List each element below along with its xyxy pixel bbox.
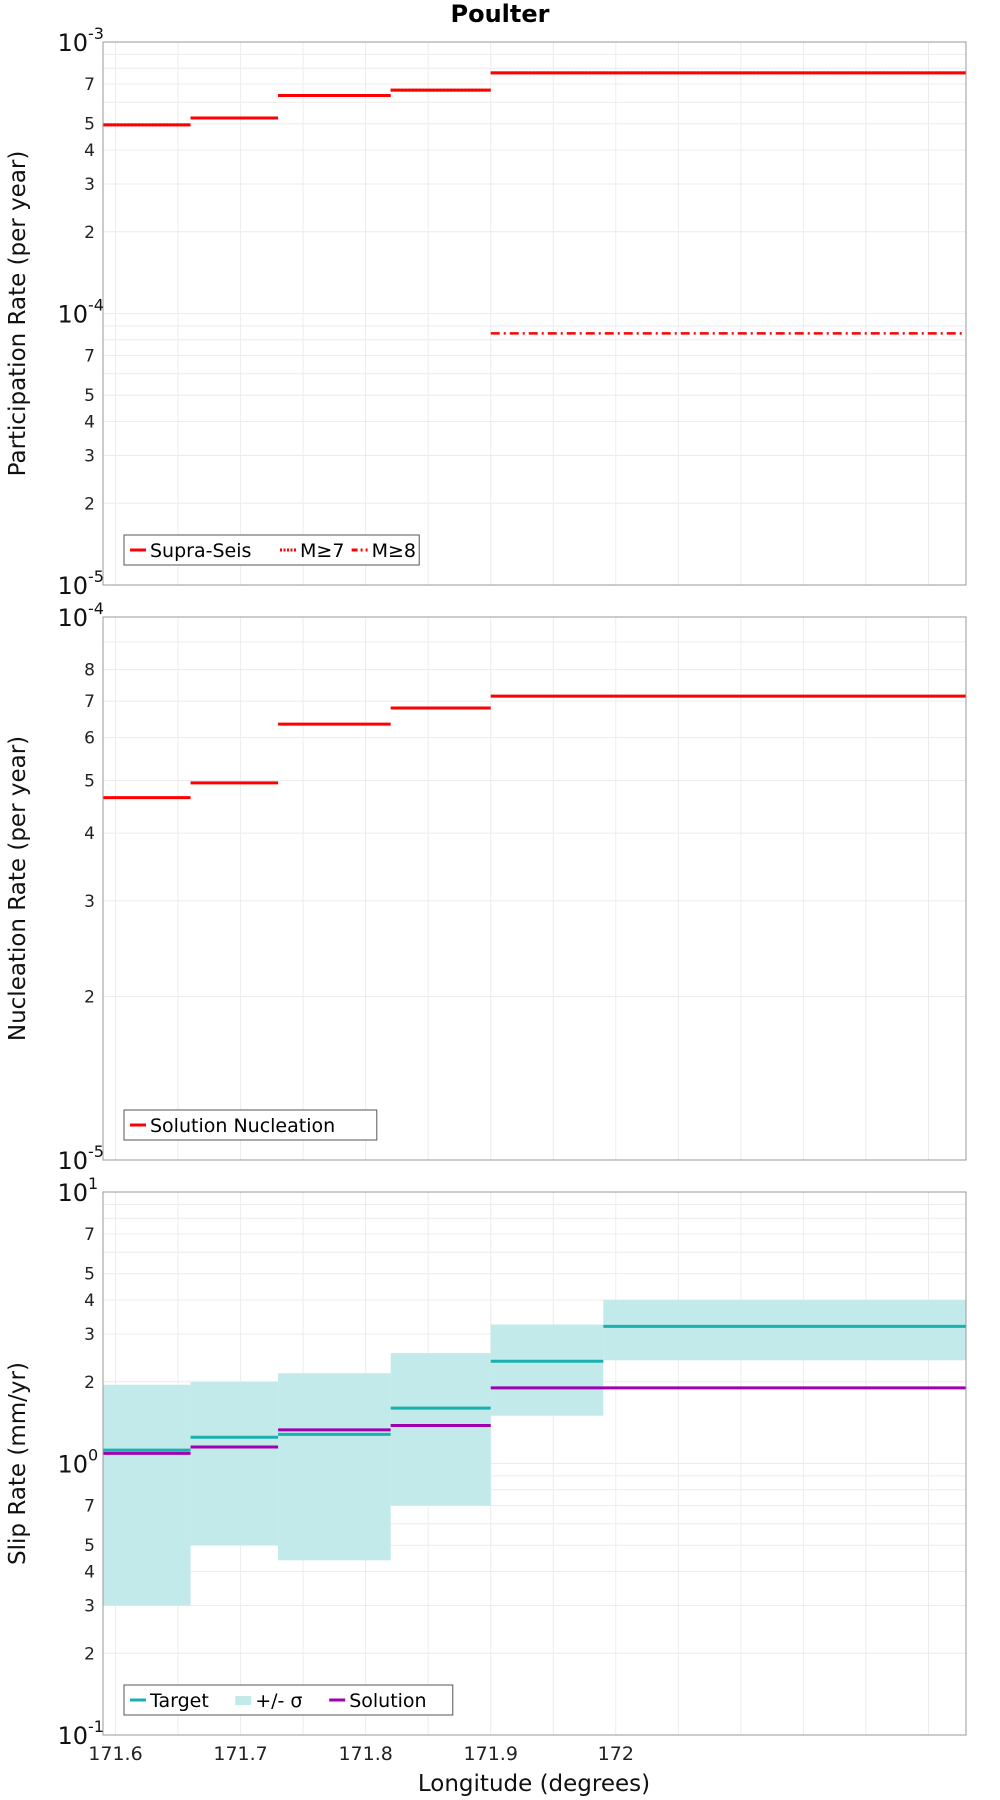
y-tick-label: 2 bbox=[84, 494, 95, 514]
sigma-band-segment bbox=[190, 1381, 279, 1546]
series-solution-nucleation bbox=[103, 694, 966, 800]
sigma-band-segment bbox=[490, 1324, 604, 1416]
y-tick-label: 3 bbox=[84, 446, 95, 466]
plot-frame bbox=[102, 41, 967, 586]
y-tick-exponent: -4 bbox=[88, 599, 104, 618]
y-tick-label: 2 bbox=[84, 988, 95, 1008]
y-tick-exponent: -5 bbox=[88, 1142, 104, 1161]
legend-box bbox=[123, 1109, 378, 1141]
sigma-band-segment bbox=[603, 1300, 966, 1361]
y-tick-label: 7 bbox=[84, 75, 95, 95]
y-tick-label: 10 bbox=[57, 1179, 88, 1207]
sigma-band-segment bbox=[278, 1373, 391, 1561]
y-axis-label: Slip Rate (mm/yr) bbox=[5, 1362, 31, 1565]
y-tick-label: 10 bbox=[57, 572, 88, 600]
legend-label-solution-nucleation: Solution Nucleation bbox=[150, 1115, 335, 1137]
y-tick-label: 5 bbox=[84, 1265, 95, 1285]
plot-frame bbox=[102, 616, 967, 1161]
x-tick-label: 172 bbox=[598, 1743, 634, 1765]
y-tick-label: 4 bbox=[84, 1291, 95, 1311]
legend-label-mge7: M≥7 bbox=[300, 540, 344, 562]
y-tick-label: 7 bbox=[84, 1225, 95, 1245]
y-tick-exponent: -5 bbox=[88, 567, 104, 586]
y-axis-label: Nucleation Rate (per year) bbox=[5, 736, 31, 1041]
y-tick-label: 10 bbox=[57, 1451, 88, 1479]
y-tick-label: 5 bbox=[84, 1536, 95, 1556]
plot-area bbox=[103, 617, 966, 1160]
y-tick-label: 6 bbox=[84, 728, 95, 748]
series-mge7 bbox=[103, 71, 966, 127]
legend-label-: +/- σ bbox=[255, 1690, 302, 1712]
x-tick-label: 171.9 bbox=[464, 1743, 518, 1765]
sigma-band-segment bbox=[103, 1384, 191, 1606]
x-tick-label: 171.7 bbox=[213, 1743, 267, 1765]
sigma-band bbox=[103, 1300, 966, 1606]
y-tick-label: 7 bbox=[84, 692, 95, 712]
y-tick-label: 4 bbox=[84, 413, 95, 433]
y-tick-label: 7 bbox=[84, 347, 95, 367]
series-solution bbox=[103, 1386, 966, 1455]
y-tick-label: 2 bbox=[84, 223, 95, 243]
y-tick-label: 7 bbox=[84, 1497, 95, 1517]
y-tick-label: 3 bbox=[84, 1596, 95, 1616]
y-tick-label: 2 bbox=[84, 1373, 95, 1393]
legend-swatch-sigma bbox=[235, 1696, 252, 1705]
gridlines bbox=[103, 42, 966, 585]
y-tick-label: 3 bbox=[84, 892, 95, 912]
y-tick-label: 4 bbox=[84, 1563, 95, 1583]
y-tick-exponent: -3 bbox=[88, 24, 104, 43]
y-tick-label: 4 bbox=[84, 824, 95, 844]
series-target bbox=[103, 1324, 966, 1452]
legend-label-supra-seis: Supra-Seis bbox=[150, 540, 251, 562]
y-axis-label: Participation Rate (per year) bbox=[5, 151, 31, 477]
legend-label-solution: Solution bbox=[349, 1690, 426, 1712]
y-tick-exponent: 1 bbox=[88, 1174, 98, 1193]
y-tick-exponent: -1 bbox=[88, 1717, 104, 1736]
y-tick-label: 10 bbox=[57, 1722, 88, 1750]
y-tick-label: 5 bbox=[84, 115, 95, 135]
y-tick-exponent: -4 bbox=[88, 296, 104, 315]
sigma-band-segment bbox=[390, 1353, 491, 1506]
plot-frame bbox=[102, 1191, 967, 1736]
legend-label-mge8: M≥8 bbox=[372, 540, 416, 562]
y-tick-label: 2 bbox=[84, 1644, 95, 1664]
legend-box bbox=[123, 1684, 454, 1716]
chart-title: Poulter bbox=[451, 0, 550, 28]
y-tick-label: 10 bbox=[57, 1147, 88, 1175]
x-axis-label: Longitude (degrees) bbox=[418, 1771, 650, 1797]
x-tick-label: 171.6 bbox=[88, 1743, 142, 1765]
legend: Solution Nucleation bbox=[123, 1109, 378, 1141]
y-tick-label: 5 bbox=[84, 386, 95, 406]
y-tick-label: 8 bbox=[84, 661, 95, 681]
legend-box bbox=[123, 534, 420, 566]
y-tick-label: 10 bbox=[57, 604, 88, 632]
x-tick-label: 171.8 bbox=[338, 1743, 392, 1765]
legend: Supra-Seis M≥7 M≥8 bbox=[123, 534, 420, 566]
legend: Target +/- σ Solution bbox=[123, 1684, 454, 1716]
y-tick-label: 10 bbox=[57, 301, 88, 329]
gridlines bbox=[103, 617, 966, 1160]
y-tick-label: 5 bbox=[84, 771, 95, 791]
y-tick-label: 10 bbox=[57, 29, 88, 57]
legend-label-target: Target bbox=[149, 1690, 209, 1712]
y-tick-label: 3 bbox=[84, 1325, 95, 1345]
y-tick-label: 3 bbox=[84, 175, 95, 195]
y-tick-exponent: 0 bbox=[88, 1446, 98, 1465]
y-tick-label: 4 bbox=[84, 141, 95, 161]
